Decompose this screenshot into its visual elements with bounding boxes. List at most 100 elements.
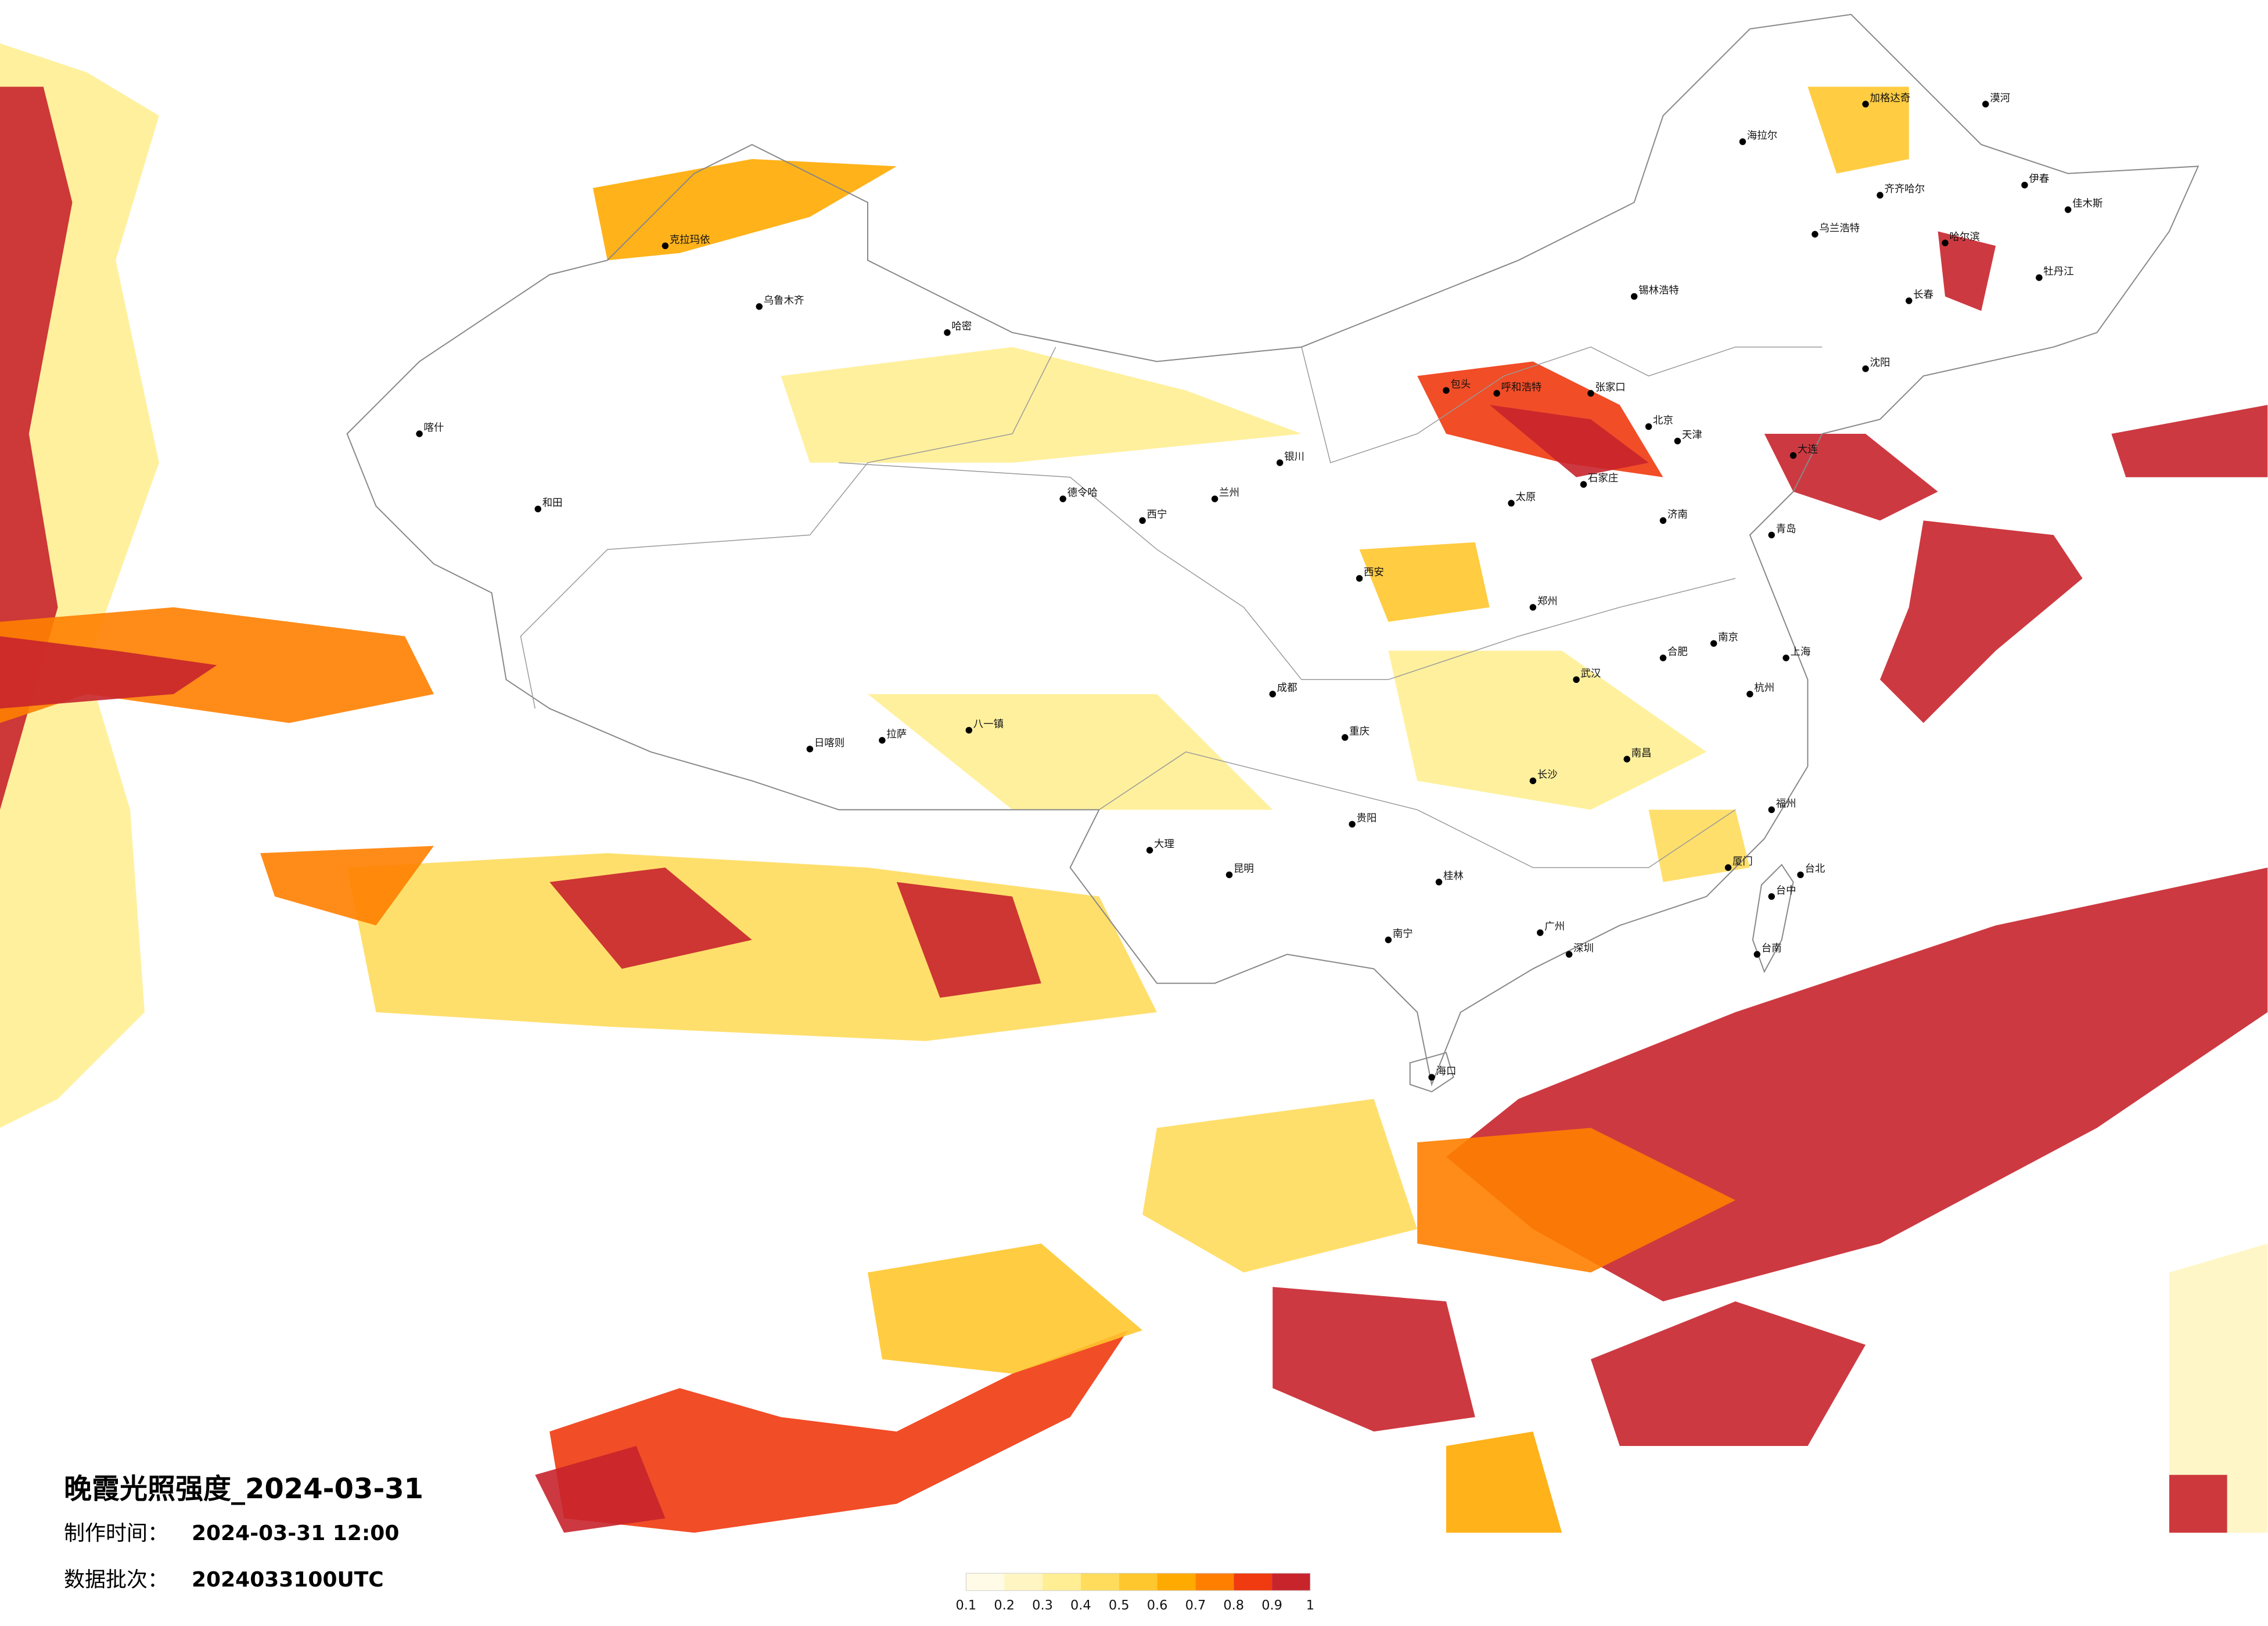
city-dot [1739, 138, 1746, 145]
city-label: 乌鲁木齐 [764, 295, 804, 307]
city-dot [1630, 293, 1638, 300]
city-dot [965, 726, 973, 734]
city-label: 大连 [1798, 444, 1818, 455]
legend-swatch [1080, 1573, 1119, 1591]
glow-area [1273, 1287, 1475, 1432]
glow-area [1591, 1301, 1866, 1446]
glow-area [2111, 405, 2268, 477]
city-label: 西安 [1364, 567, 1384, 578]
glow-area [1359, 542, 1490, 622]
city-label: 北京 [1653, 415, 1673, 427]
city-dot [1659, 517, 1667, 524]
legend-tick-label: 1 [1306, 1598, 1314, 1613]
city-label: 南宁 [1393, 929, 1413, 940]
glow-area [2169, 1474, 2227, 1533]
glow-area [347, 853, 1157, 1041]
city-dot [1139, 517, 1146, 524]
made-label: 制作时间： [64, 1521, 168, 1545]
city-dot [879, 737, 886, 744]
city-dot [1710, 640, 1717, 647]
city-dot [2021, 181, 2028, 189]
city-label: 福州 [1776, 798, 1796, 810]
city-label: 佳木斯 [2072, 198, 2102, 210]
city-dot [1356, 575, 1363, 582]
city-dot [1580, 481, 1587, 488]
city-dot [944, 329, 951, 336]
province-border [1098, 751, 1736, 868]
legend-tick-label: 0.4 [1070, 1598, 1091, 1613]
glow-area [868, 1243, 1143, 1374]
city-dot [1782, 654, 1789, 661]
city-dot [1565, 951, 1573, 958]
city-label: 大理 [1154, 839, 1174, 850]
glow-area [1807, 87, 1909, 174]
made-time: 2024-03-31 12:00 [192, 1521, 399, 1545]
city-dot [1529, 777, 1537, 785]
city-label: 西宁 [1147, 509, 1167, 520]
city-dot [1428, 1074, 1435, 1081]
city-dot [662, 242, 669, 250]
legend-tick-label: 0.9 [1261, 1598, 1282, 1613]
province-border [839, 462, 1736, 681]
city-label: 哈密 [951, 321, 972, 333]
city-dot [1269, 690, 1276, 697]
city-dot [1797, 871, 1804, 879]
glow-area [260, 846, 434, 926]
city-label: 上海 [1791, 646, 1811, 658]
city-dot [756, 303, 763, 310]
city-label: 伊春 [2029, 174, 2049, 185]
city-label: 海拉尔 [1747, 130, 1777, 142]
legend-swatch [1004, 1573, 1043, 1591]
batch-label: 数据批次： [64, 1568, 168, 1592]
city-dot [1659, 654, 1667, 661]
glow-area [2169, 1243, 2268, 1533]
city-label: 杭州 [1754, 682, 1774, 694]
city-label: 和田 [542, 498, 563, 509]
city-dot [416, 430, 423, 437]
legend-swatch [1272, 1573, 1310, 1591]
city-label: 厦门 [1733, 856, 1753, 868]
city-dot [1746, 690, 1753, 697]
glow-area [868, 694, 1273, 810]
city-dot [1573, 676, 1580, 684]
city-label: 重庆 [1349, 726, 1370, 738]
city-label: 昆明 [1234, 863, 1254, 875]
city-label: 南京 [1718, 632, 1738, 643]
glow-area [1142, 1099, 1418, 1273]
city-dot [1645, 423, 1652, 430]
city-dot [1435, 879, 1443, 886]
legend-swatch [1043, 1573, 1081, 1591]
glow-field [0, 43, 2268, 1533]
glow-area [1489, 405, 1649, 477]
city-label: 贵阳 [1357, 812, 1377, 824]
city-label: 济南 [1667, 509, 1688, 520]
city-label: 呼和浩特 [1501, 382, 1542, 393]
city-dot [1623, 756, 1630, 762]
legend-tick-label: 0.6 [1147, 1598, 1168, 1613]
legend-swatch [966, 1573, 1005, 1591]
city-label: 克拉玛依 [670, 234, 710, 246]
city-label: 合肥 [1667, 646, 1688, 658]
legend-swatch [1234, 1573, 1273, 1591]
province-border [520, 347, 1056, 709]
city-label: 成都 [1277, 682, 1297, 694]
city-dot [1768, 806, 1775, 814]
city-dot [1906, 297, 1913, 304]
glow-area [1446, 1431, 1562, 1533]
city-label: 拉萨 [886, 729, 907, 740]
city-dot [1877, 192, 1884, 199]
city-dot [1529, 604, 1537, 611]
city-label: 台南 [1762, 942, 1782, 954]
city-label: 深圳 [1573, 942, 1594, 954]
city-label: 石家庄 [1588, 473, 1618, 484]
city-dot [1059, 495, 1066, 502]
glow-area [0, 636, 217, 709]
map-title: 晚霞光照强度_2024-03-31 [64, 1473, 423, 1505]
city-dot [1982, 100, 1989, 108]
city-label: 喀什 [424, 422, 444, 434]
glow-area [1417, 1128, 1735, 1273]
city-dot [534, 505, 542, 513]
city-dot [1276, 459, 1284, 466]
glow-area [1648, 810, 1750, 882]
